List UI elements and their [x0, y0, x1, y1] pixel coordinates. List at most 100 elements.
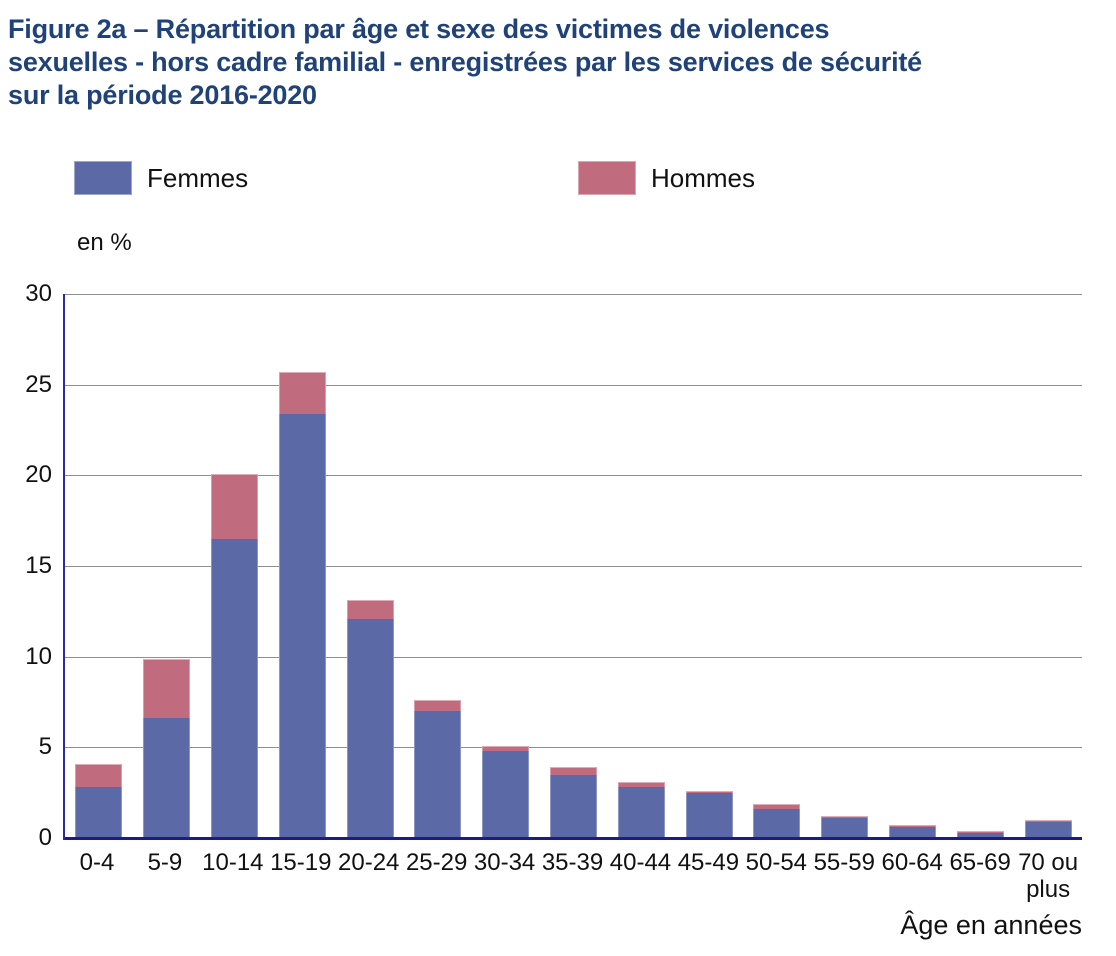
- bar-segment-hommes-35-39: [549, 767, 597, 775]
- bar-segment-femmes-20-24: [346, 618, 394, 838]
- legend-swatch-femmes: [74, 161, 132, 195]
- bar-segment-femmes-35-39: [549, 774, 597, 838]
- x-tick-label-20-24: 20-24: [338, 849, 400, 876]
- x-tick-label-30-34: 30-34: [473, 849, 536, 876]
- stacked-bar-65-69: [956, 830, 1004, 838]
- bar-segment-femmes-70 ou plus: [1024, 821, 1072, 838]
- bars-row: [65, 294, 1082, 840]
- gridline-30: [65, 294, 1082, 295]
- bar-segment-hommes-10-14: [210, 473, 258, 539]
- bar-segment-femmes-5-9: [143, 718, 191, 838]
- x-tick-label-35-39: 35-39: [541, 849, 604, 876]
- x-axis-baseline: [65, 837, 1082, 840]
- plot-area: [63, 294, 1082, 840]
- stacked-bar-30-34: [482, 745, 530, 838]
- figure-title: Figure 2a – Répartition par âge et sexe …: [8, 13, 922, 112]
- legend-item-hommes: Hommes: [578, 161, 755, 195]
- stacked-bar-15-19: [278, 371, 326, 838]
- gridline-10: [65, 656, 1082, 658]
- bar-segment-hommes-15-19: [278, 371, 326, 414]
- stacked-bar-45-49: [685, 790, 733, 838]
- bar-segment-hommes-60-64: [888, 825, 936, 828]
- legend-label-femmes: Femmes: [147, 163, 249, 193]
- bar-slot-50-54: [743, 294, 811, 838]
- x-axis-title: Âge en années: [900, 910, 1082, 940]
- x-axis-tick-labels: 0-4 5-9 10-14 15-19 20-24 25-29 30-34 35-39 40-4…: [63, 849, 1082, 903]
- bar-slot-55-59: [811, 294, 879, 838]
- bar-segment-femmes-40-44: [617, 787, 665, 838]
- figure-title-line-2: sexuelles - hors cadre familial - enregi…: [8, 47, 922, 77]
- x-tick-label-60-64: 60-64: [881, 849, 943, 876]
- y-tick-label-15: 15: [25, 552, 52, 579]
- bar-segment-hommes-20-24: [346, 600, 394, 619]
- x-tick-label-10-14: 10-14: [202, 849, 264, 876]
- bar-slot-35-39: [540, 294, 608, 838]
- y-tick-label-0: 0: [38, 824, 52, 851]
- bar-slot-5-9: [133, 294, 201, 838]
- bar-slot-45-49: [675, 294, 743, 838]
- bar-segment-hommes-55-59: [821, 816, 869, 819]
- y-tick-label-10: 10: [25, 642, 52, 670]
- y-axis-tick-labels: 0 5 10 15 20 25 30: [0, 280, 52, 851]
- bar-segment-femmes-30-34: [482, 750, 530, 838]
- y-tick-label-25: 25: [25, 370, 52, 398]
- bar-segment-femmes-45-49: [685, 792, 733, 838]
- bar-segment-femmes-15-19: [278, 413, 326, 838]
- stacked-bar-60-64: [888, 825, 936, 838]
- bar-segment-femmes-10-14: [210, 538, 258, 838]
- bar-slot-0-4: [65, 294, 133, 838]
- bar-segment-femmes-0-4: [75, 787, 123, 838]
- x-tick-label-65-69: 65-69: [949, 849, 1011, 876]
- legend-item-femmes: Femmes: [74, 161, 248, 195]
- stacked-bar-70 ou plus: [1024, 819, 1072, 838]
- bar-segment-hommes-45-49: [685, 790, 733, 793]
- bar-slot-10-14: [201, 294, 269, 838]
- stacked-bar-10-14: [210, 473, 258, 838]
- bar-slot-65-69: [946, 294, 1014, 838]
- bar-segment-hommes-0-4: [75, 763, 123, 788]
- bar-segment-hommes-70 ou plus: [1024, 819, 1072, 822]
- stacked-bar-40-44: [617, 781, 665, 838]
- y-tick-label-30: 30: [25, 280, 52, 307]
- bar-segment-hommes-25-29: [414, 700, 462, 712]
- stacked-bar-35-39: [549, 767, 597, 838]
- gridline-5: [65, 747, 1082, 749]
- stacked-bar-5-9: [143, 658, 191, 838]
- bar-slot-20-24: [336, 294, 404, 838]
- y-axis-unit-label: en %: [77, 229, 132, 256]
- bar-segment-hommes-65-69: [956, 830, 1004, 833]
- stacked-bar-50-54: [753, 803, 801, 838]
- bar-slot-25-29: [404, 294, 472, 838]
- bar-slot-40-44: [607, 294, 675, 838]
- bar-segment-femmes-60-64: [888, 827, 936, 838]
- bar-slot-30-34: [472, 294, 540, 838]
- x-tick-label-0-4: 0-4: [79, 849, 115, 876]
- stacked-bar-0-4: [75, 763, 123, 838]
- y-tick-label-5: 5: [38, 733, 52, 761]
- x-tick-label-5-9: 5-9: [147, 849, 183, 876]
- bar-segment-hommes-40-44: [617, 781, 665, 788]
- gridline-20: [65, 475, 1082, 477]
- stacked-bar-20-24: [346, 600, 394, 838]
- stacked-bar-55-59: [821, 816, 869, 838]
- bar-segment-femmes-55-59: [821, 818, 869, 838]
- x-tick-label-15-19: 15-19: [270, 849, 332, 876]
- x-tick-label-70 ou plus: 70 ou plus: [1018, 849, 1079, 903]
- bar-slot-60-64: [879, 294, 947, 838]
- x-tick-label-55-59: 55-59: [813, 849, 875, 876]
- bar-slot-15-19: [268, 294, 336, 838]
- bar-segment-femmes-65-69: [956, 832, 1004, 838]
- bar-segment-hommes-50-54: [753, 803, 801, 809]
- x-tick-label-25-29: 25-29: [405, 849, 468, 876]
- gridline-15: [65, 566, 1082, 567]
- stacked-bar-25-29: [414, 700, 462, 838]
- bar-segment-femmes-25-29: [414, 711, 462, 838]
- y-tick-label-20: 20: [25, 461, 52, 489]
- bar-slot-70 ou plus: [1014, 294, 1082, 838]
- x-tick-label-40-44: 40-44: [609, 849, 672, 876]
- figure-title-line-1: Figure 2a – Répartition par âge et sexe …: [8, 14, 830, 44]
- legend-label-hommes: Hommes: [651, 163, 756, 193]
- legend-swatch-hommes: [578, 161, 636, 195]
- x-tick-label-50-54: 50-54: [745, 849, 808, 876]
